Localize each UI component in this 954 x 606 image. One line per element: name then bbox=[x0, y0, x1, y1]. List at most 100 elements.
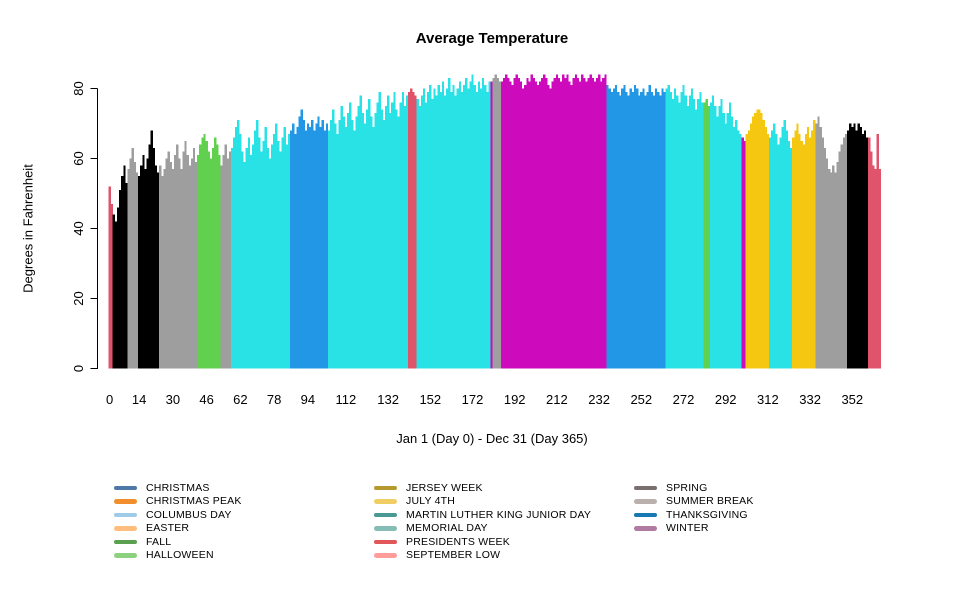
temperature-bar bbox=[275, 123, 278, 369]
temperature-bar bbox=[747, 130, 751, 369]
temperature-bar bbox=[868, 137, 871, 369]
temperature-bar bbox=[458, 81, 462, 369]
x-tick-label: 192 bbox=[504, 392, 526, 407]
temperature-bar bbox=[313, 130, 316, 369]
legend-swatch-icon bbox=[114, 539, 137, 544]
legend-item: THANKSGIVING bbox=[634, 508, 754, 522]
legend-column-2: JERSEY WEEK JULY 4TH MARTIN LUTHER KING JU… bbox=[374, 481, 591, 562]
temperature-bar bbox=[714, 106, 717, 369]
temperature-bar bbox=[395, 109, 398, 369]
temperature-bar bbox=[298, 116, 301, 369]
legend-item: SPRING bbox=[634, 481, 754, 495]
temperature-bar bbox=[334, 123, 337, 369]
temperature-bar bbox=[296, 127, 299, 369]
temperature-bar bbox=[844, 134, 848, 369]
temperature-bar bbox=[861, 134, 865, 369]
temperature-bar bbox=[429, 85, 432, 369]
temperature-bar bbox=[874, 169, 877, 369]
temperature-bar bbox=[576, 78, 580, 369]
legend-column-1: CHRISTMAS CHRISTMAS PEAK COLUMBUS DAY EASTE… bbox=[114, 481, 242, 562]
temperature-bar bbox=[764, 127, 767, 369]
x-tick-label: 332 bbox=[799, 392, 821, 407]
temperature-bar bbox=[583, 78, 586, 369]
temperature-bar bbox=[591, 78, 594, 369]
temperature-bar bbox=[631, 92, 635, 369]
legend-label: THANKSGIVING bbox=[666, 508, 748, 521]
temperature-bar bbox=[374, 113, 377, 369]
temperature-bar bbox=[587, 78, 590, 369]
temperature-bar bbox=[152, 148, 156, 369]
legend-column-3: SPRING SUMMER BREAK THANKSGIVING WINTER bbox=[634, 481, 754, 535]
temperature-bar bbox=[872, 165, 875, 369]
temperature-bar bbox=[823, 148, 827, 369]
temperature-bar bbox=[859, 127, 862, 369]
temperature-bar bbox=[557, 78, 561, 369]
temperature-bar bbox=[116, 207, 120, 369]
y-tick-label: 0 bbox=[71, 365, 86, 372]
temperature-bar bbox=[832, 165, 835, 369]
temperature-bar bbox=[536, 85, 540, 369]
temperature-bar bbox=[517, 78, 521, 369]
temperature-bar bbox=[568, 81, 571, 369]
x-tick-label: 272 bbox=[673, 392, 695, 407]
temperature-bar bbox=[110, 204, 113, 369]
temperature-bar bbox=[762, 120, 765, 369]
temperature-bar bbox=[608, 88, 611, 369]
legend-item: CHRISTMAS bbox=[114, 481, 242, 495]
temperature-bar bbox=[232, 137, 236, 369]
temperature-bar bbox=[346, 113, 350, 369]
temperature-bar bbox=[699, 92, 702, 369]
temperature-bar bbox=[711, 95, 715, 369]
temperature-bar bbox=[214, 137, 217, 369]
temperature-bar bbox=[154, 165, 158, 369]
legend-label: JERSEY WEEK bbox=[406, 481, 483, 494]
temperature-bar bbox=[718, 106, 721, 369]
temperature-bar bbox=[636, 88, 639, 369]
temperature-bar bbox=[209, 158, 213, 369]
temperature-bar bbox=[606, 85, 609, 369]
temperature-bar bbox=[500, 81, 504, 369]
legend: CHRISTMAS CHRISTMAS PEAK COLUMBUS DAY EASTE… bbox=[0, 481, 954, 571]
temperature-bar bbox=[830, 172, 833, 369]
temperature-bar bbox=[365, 109, 369, 369]
temperature-bar bbox=[281, 137, 284, 369]
temperature-bar bbox=[443, 95, 447, 369]
temperature-bar bbox=[140, 165, 143, 369]
temperature-bar bbox=[798, 134, 801, 369]
temperature-bar bbox=[222, 155, 225, 369]
temperature-bar bbox=[646, 92, 649, 369]
temperature-bar bbox=[697, 99, 700, 369]
temperature-bar bbox=[669, 92, 673, 369]
temperature-bar bbox=[353, 130, 356, 369]
temperature-bar bbox=[414, 95, 417, 369]
temperature-bar bbox=[796, 123, 799, 369]
temperature-bar bbox=[671, 99, 675, 369]
temperature-bar bbox=[716, 116, 719, 369]
legend-item: EASTER bbox=[114, 522, 242, 536]
temperature-bar bbox=[621, 88, 624, 369]
temperature-bar bbox=[720, 99, 723, 369]
legend-swatch-icon bbox=[634, 526, 657, 531]
temperature-bar bbox=[336, 134, 339, 369]
temperature-bar bbox=[642, 88, 645, 369]
temperature-bar bbox=[498, 81, 502, 369]
temperature-bar bbox=[876, 134, 879, 369]
temperature-bar bbox=[131, 148, 134, 369]
temperature-bar bbox=[519, 81, 523, 369]
temperature-bar bbox=[853, 123, 856, 369]
temperature-bar bbox=[507, 78, 510, 369]
temperature-bar bbox=[490, 81, 493, 369]
temperature-bar bbox=[534, 81, 537, 369]
temperature-bar bbox=[420, 95, 424, 369]
temperature-bar bbox=[779, 137, 782, 369]
temperature-bar bbox=[393, 92, 396, 369]
temperature-bar bbox=[452, 85, 455, 369]
temperature-bar bbox=[849, 123, 852, 369]
temperature-bar bbox=[707, 106, 710, 369]
temperature-bar bbox=[629, 88, 632, 369]
temperature-bar bbox=[574, 74, 578, 369]
temperature-bar bbox=[218, 155, 221, 369]
temperature-bar bbox=[633, 85, 637, 369]
legend-item: HALLOWEEN bbox=[114, 549, 242, 563]
temperature-bar bbox=[342, 116, 345, 369]
